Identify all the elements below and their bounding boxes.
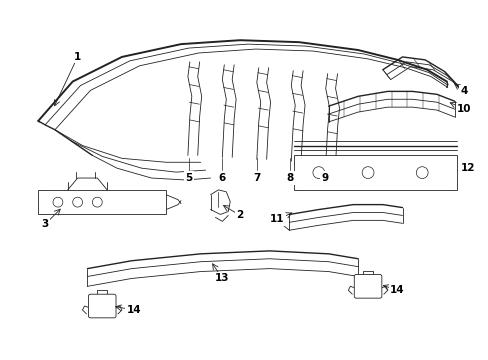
Text: 7: 7 [253,173,260,183]
Text: 14: 14 [389,285,404,295]
Text: 2: 2 [236,211,243,220]
Text: 10: 10 [456,104,471,114]
Text: 5: 5 [185,173,192,183]
FancyBboxPatch shape [88,294,116,318]
Text: 1: 1 [74,52,81,62]
Text: 13: 13 [215,274,229,283]
Text: 9: 9 [321,173,327,183]
FancyBboxPatch shape [353,275,381,298]
Text: 8: 8 [286,173,293,183]
Text: 12: 12 [460,163,475,173]
Text: 14: 14 [126,305,141,315]
Bar [294,156,456,190]
Text: 4: 4 [460,86,468,96]
Text: 6: 6 [218,173,225,183]
Text: 3: 3 [41,219,49,229]
Text: 11: 11 [270,215,284,224]
Bar [38,190,166,215]
